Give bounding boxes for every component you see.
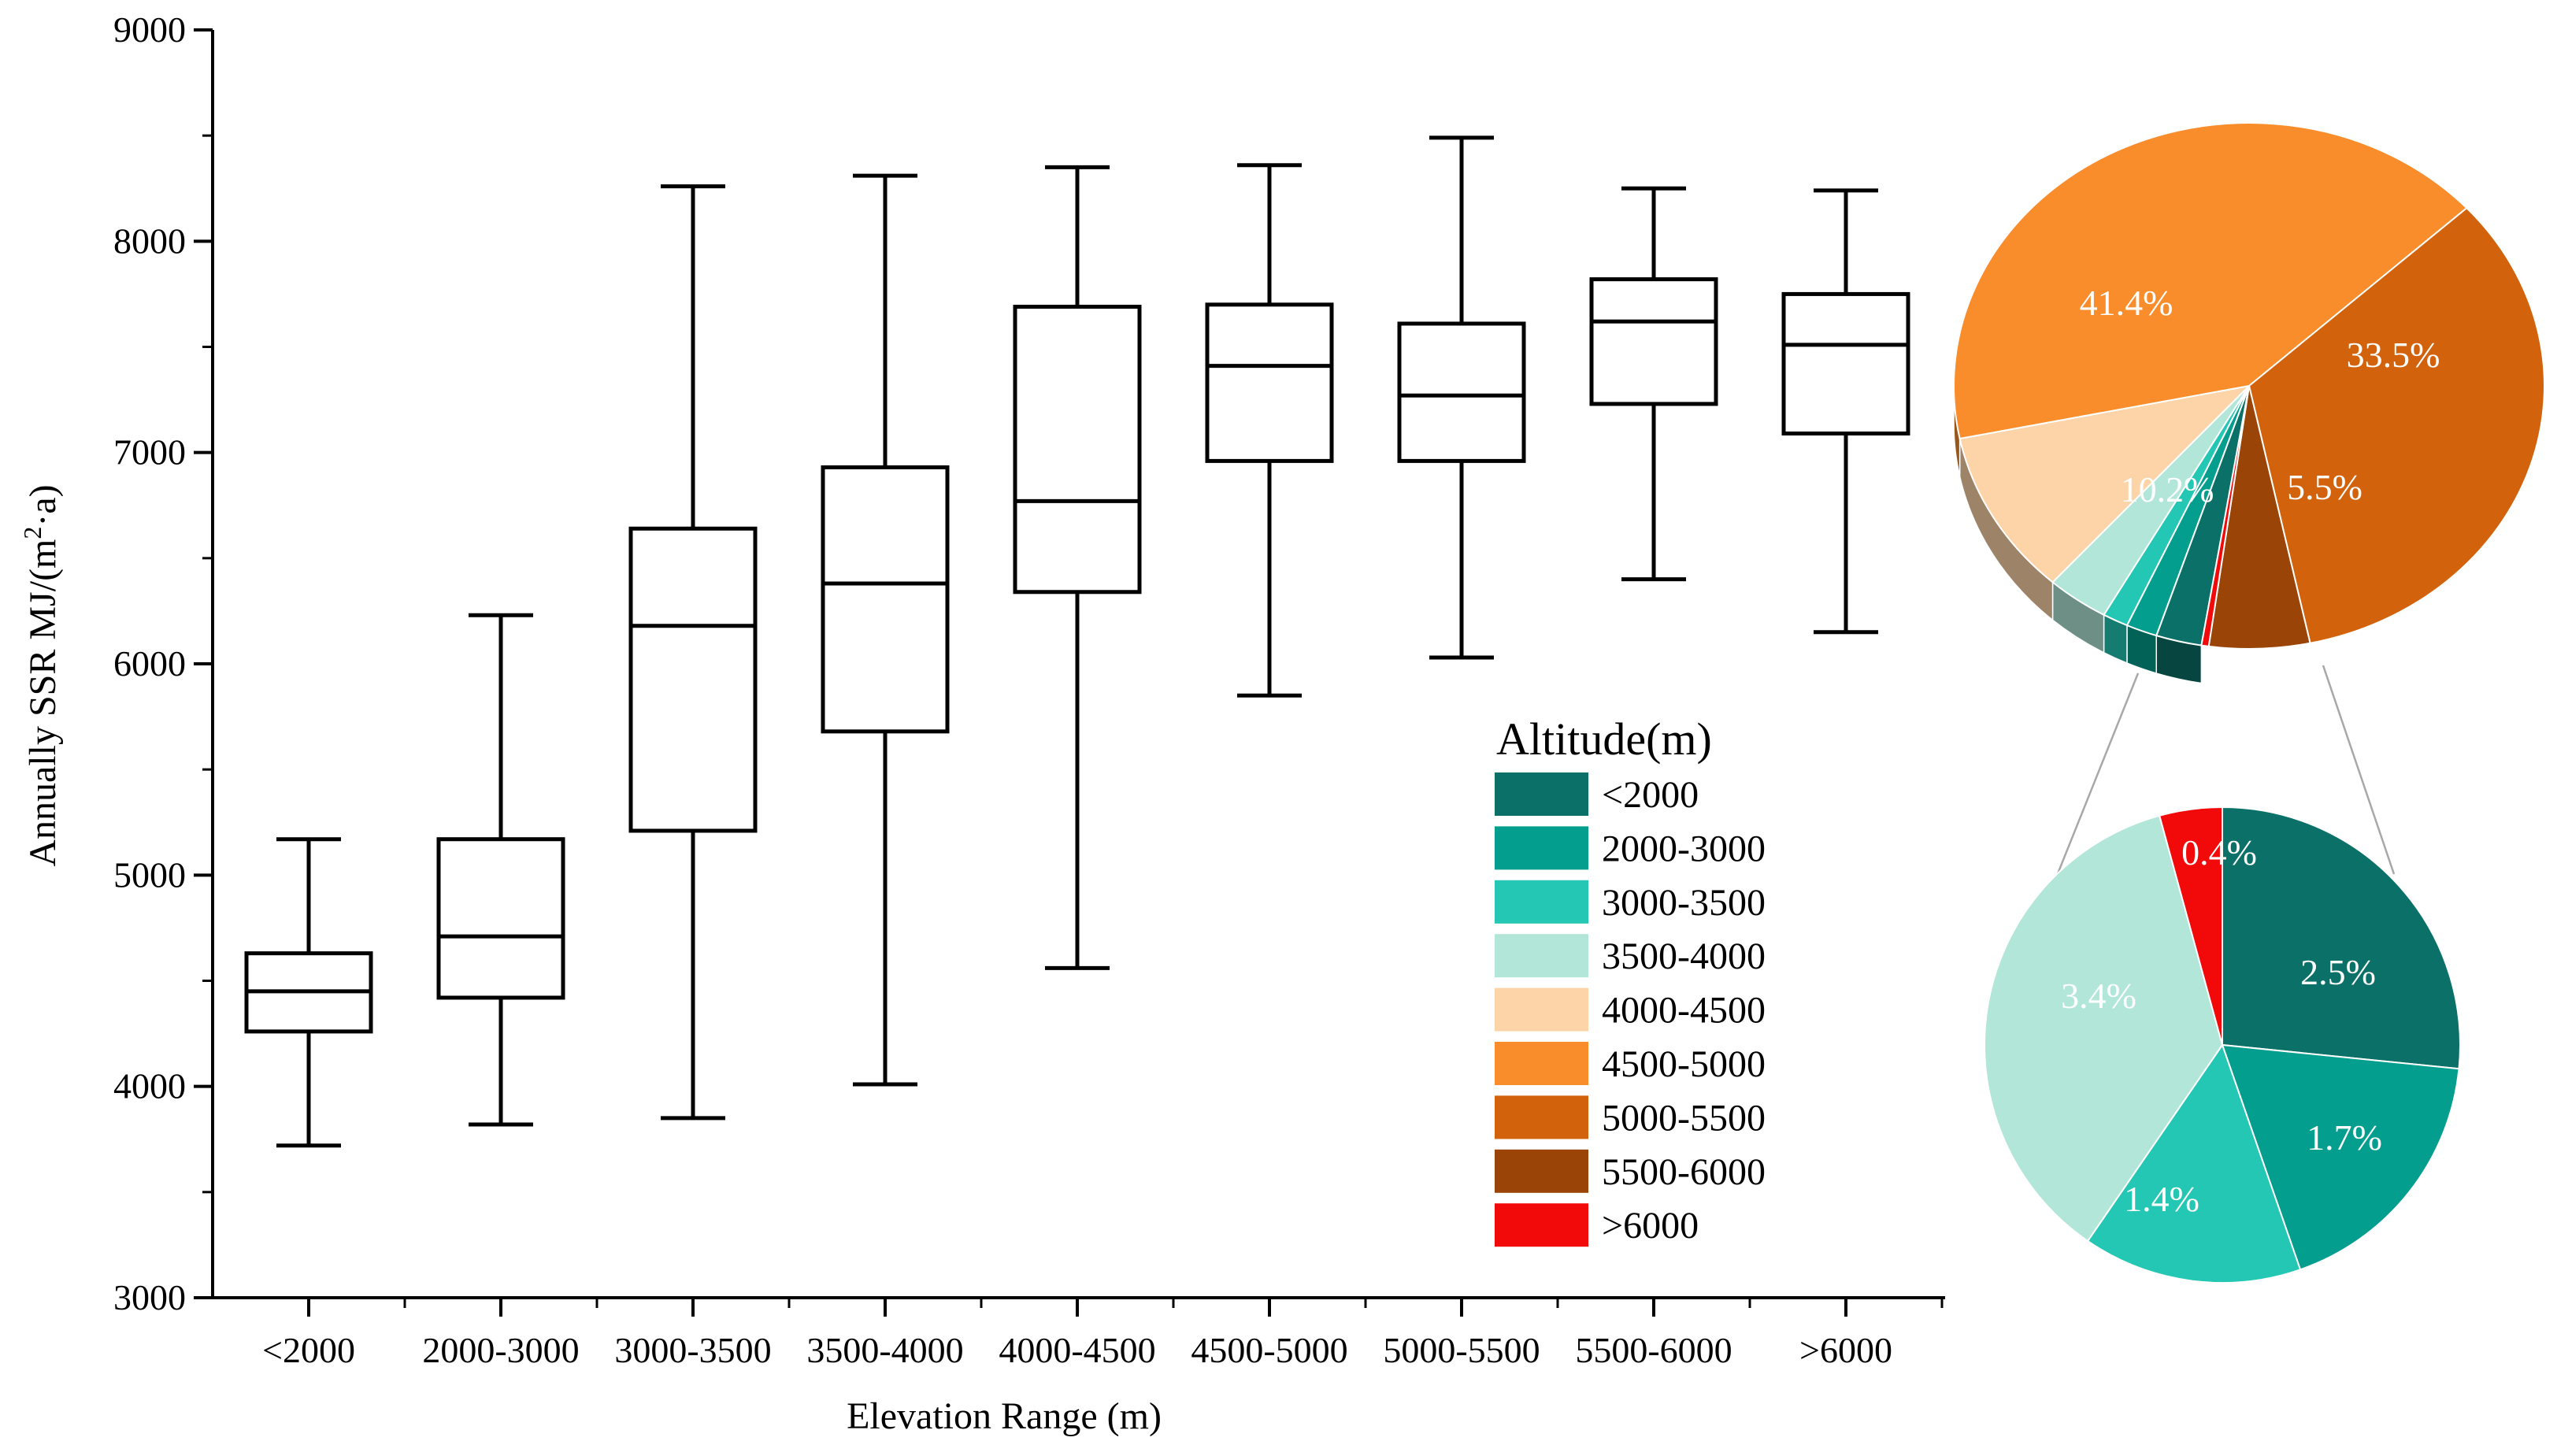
iqr-box [1205,302,1334,463]
pie-label-4500-5000: 41.4% [2080,283,2173,323]
iqr-box [1781,291,1910,436]
legend-label: 4000-4500 [1602,990,1766,1032]
pie-slice-4000-4500 [1959,384,2251,584]
pie-slice->6000 [2200,385,2250,647]
detail-label-<2000: 2.5% [2300,952,2376,992]
legend-swatch [1495,1149,1588,1193]
legend-label: 3000-3500 [1602,882,1766,924]
legend-label: 3500-4000 [1602,935,1766,977]
detail-slice-3500-4000 [1984,814,2224,1243]
legend-item: 2000-3000 [1495,826,1766,870]
legend-item: >6000 [1495,1203,1699,1247]
connector-left [2055,672,2140,876]
x-tick-label: >6000 [1799,1330,1892,1370]
legend-item: 3000-3500 [1495,880,1766,924]
legend-label: 5000-5500 [1602,1097,1766,1139]
detail-label-2000-3000: 1.7% [2307,1117,2382,1158]
legend-label: >6000 [1602,1205,1699,1247]
legend-swatch [1495,1042,1588,1085]
pie-side-wall [1953,385,2203,684]
y-tick-label: 5000 [113,854,186,895]
x-tick-label: 4000-4500 [999,1330,1155,1370]
x-axis-ticks: <2000 2000-3000 3000-3500 3500-4000 4000-450… [262,1298,1944,1370]
box-3000-3500 [628,184,758,1121]
legend-item: 5000-5500 [1495,1095,1766,1139]
box-3500-4000 [821,173,950,1087]
x-axis-title: Elevation Range (m) [847,1395,1162,1437]
legend-label: 4500-5000 [1602,1043,1766,1085]
connector-right [2322,665,2396,875]
iqr-box [1589,277,1718,406]
x-tick-label: <2000 [262,1330,355,1370]
iqr-box [821,465,950,734]
y-axis-ticks: 3000 4000 5000 6000 7000 8000 9000 [113,9,213,1317]
box-4000-4500 [1013,165,1142,970]
legend-swatch [1495,880,1588,924]
x-tick-label: 5000-5500 [1383,1330,1540,1370]
box-plot-boxes [244,135,1910,1148]
legend-label: 2000-3000 [1602,828,1766,869]
pie-label-4000-4500: 10.2% [2121,469,2214,509]
legend-item: 5500-6000 [1495,1149,1766,1193]
x-tick-label: 5500-6000 [1575,1330,1732,1370]
iqr-box [1013,305,1142,595]
y-tick-label: 7000 [113,432,186,472]
y-tick-label: 9000 [113,9,186,50]
pie-slice-4500-5000 [1953,122,2468,440]
main-pie-chart: 10.2% 41.4% 33.5% 5.5% [1953,122,2545,684]
box-2000-3000 [436,613,565,1127]
legend-item: 4000-4500 [1495,987,1766,1032]
legend-swatch [1495,826,1588,870]
y-tick-label: 6000 [113,643,186,684]
pie-slice-5500-6000 [2207,385,2311,650]
pie-label-5500-6000: 5.5% [2287,467,2362,507]
x-tick-label: 2000-3000 [422,1330,579,1370]
legend: Altitude(m) <2000 2000-3000 3000-3500 3500-4… [1495,713,1766,1247]
box-<2000 [244,837,373,1148]
x-tick-label: 4500-5000 [1191,1330,1347,1370]
detail-label->6000: 0.4% [2181,832,2257,872]
detail-label-3000-3500: 1.4% [2124,1179,2199,1219]
pie-connector-lines [2055,665,2396,876]
y-tick-label: 8000 [113,220,186,261]
box-5500-6000 [1589,186,1718,582]
y-tick-label: 4000 [113,1066,186,1106]
legend-swatch [1495,1203,1588,1247]
box-4500-5000 [1205,163,1334,698]
detail-slice-3000-3500 [2086,1043,2302,1284]
legend-title: Altitude(m) [1496,713,1712,765]
iqr-box [1397,321,1526,463]
box->6000 [1781,188,1910,635]
y-tick-label: 3000 [113,1277,186,1317]
legend-item: 3500-4000 [1495,934,1766,978]
iqr-box [436,837,565,1000]
legend-swatch [1495,987,1588,1032]
detail-slice->6000 [2158,806,2223,1046]
iqr-box [628,526,758,833]
legend-item: <2000 [1495,772,1699,816]
pie-top [1953,122,2545,650]
pie-label-5000-5500: 33.5% [2347,335,2440,375]
legend-swatch [1495,1095,1588,1139]
detail-label-3500-4000: 3.4% [2061,976,2136,1016]
y-axis-title: Annually SSR MJ/(m2·a) [18,484,64,866]
legend-swatch [1495,772,1588,816]
x-tick-label: 3000-3500 [614,1330,771,1370]
x-tick-label: 3500-4000 [806,1330,963,1370]
legend-label: <2000 [1602,774,1699,816]
box-5000-5500 [1397,135,1526,660]
legend-item: 4500-5000 [1495,1042,1766,1085]
legend-label: 5500-6000 [1602,1151,1766,1193]
legend-swatch [1495,934,1588,978]
detail-slice-<2000 [2222,806,2461,1070]
detail-pie-chart: 2.5% 1.7% 1.4% 3.4% 0.4% [1984,806,2461,1284]
pie-slice-5000-5500 [2248,206,2545,644]
